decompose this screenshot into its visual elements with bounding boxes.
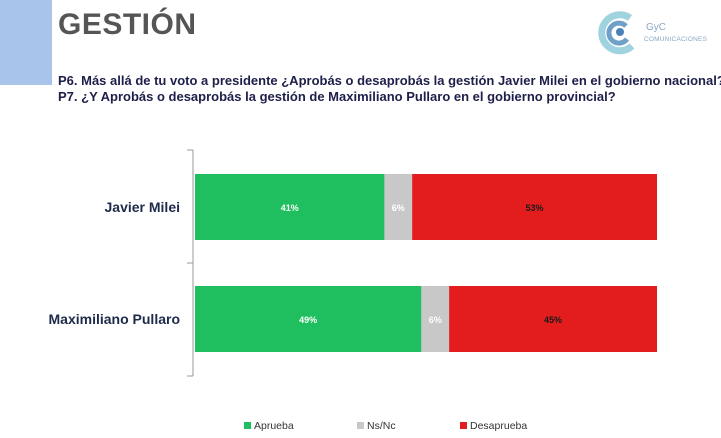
bar-segment — [449, 286, 657, 352]
logo-text: GyC — [646, 22, 666, 33]
logo-subtext: COMUNICACIONES — [644, 36, 708, 43]
bar-segment — [195, 174, 385, 240]
data-label: 6% — [392, 203, 405, 213]
gyc-logo: GyC COMUNICACIONES — [596, 8, 716, 62]
data-label: 45% — [544, 315, 562, 325]
gyc-logo-icon — [598, 11, 635, 55]
legend-swatch — [357, 422, 364, 429]
page-title: GESTIÓN — [58, 8, 197, 41]
legend-swatch — [460, 422, 467, 429]
legend-label: Aprueba — [254, 420, 294, 432]
data-label: 41% — [281, 203, 299, 213]
legend-label: Ns/Nc — [367, 420, 396, 432]
legend-swatch — [244, 422, 251, 429]
category-label: Javier Milei — [105, 199, 181, 215]
question-p6: P6. Más allá de tu voto a presidente ¿Ap… — [58, 73, 721, 88]
data-label: 6% — [429, 315, 442, 325]
question-p7: P7. ¿Y Aprobás o desaprobás la gestión d… — [58, 89, 616, 104]
legend-label: Desaprueba — [470, 420, 527, 432]
bar-segment — [412, 174, 657, 240]
category-label: Maximiliano Pullaro — [49, 311, 180, 327]
header-accent-bar — [0, 0, 52, 85]
bar-segment — [195, 286, 422, 352]
bar-segment — [384, 174, 413, 240]
data-label: 53% — [526, 203, 544, 213]
data-label: 49% — [299, 315, 317, 325]
bar-segment — [421, 286, 450, 352]
